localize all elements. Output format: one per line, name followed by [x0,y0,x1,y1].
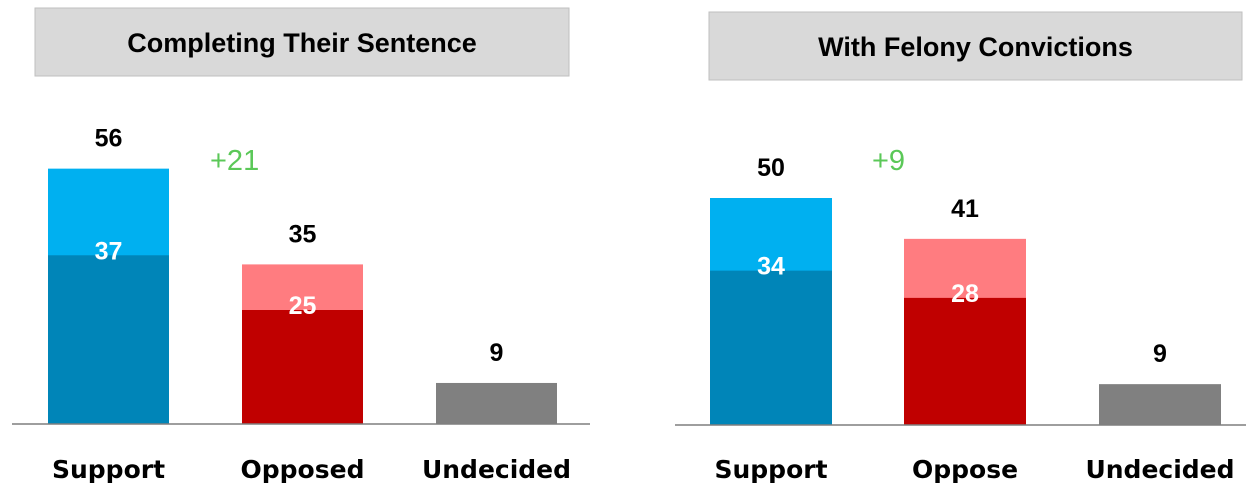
chart-2-label-total-undecided: 9 [1153,340,1167,368]
chart-1-margin-label: +21 [210,145,259,177]
chart-1-label-strong-opposed: 25 [289,292,317,320]
chart-2-category-support: Support [714,455,827,483]
chart-2-bar-total-undecided [1099,384,1221,425]
chart-1-label-strong-support: 37 [95,237,123,265]
chart-2-label-total-oppose: 41 [951,195,979,223]
chart-2-title: With Felony Convictions [818,32,1133,62]
chart-2-label-strong-oppose: 28 [951,280,979,308]
chart-1-label-total-opposed: 35 [289,220,317,248]
chart-1-category-support: Support [52,455,165,483]
chart-1-bar-total-undecided [436,382,557,424]
chart-2-bar-strong-oppose [904,297,1026,425]
chart-1-title: Completing Their Sentence [127,28,477,58]
chart-2-title-box [708,11,1243,81]
chart-1-category-opposed: Opposed [241,455,365,483]
chart-2-category-undecided: Undecided [1085,455,1234,483]
chart-1-bar-strong-opposed [242,310,363,424]
chart-1-label-total-support: 56 [95,125,123,153]
chart-2-margin-label: +9 [872,145,905,177]
chart-2-category-oppose: Oppose [912,455,1018,483]
chart-2-bar-strong-support [710,270,832,425]
chart-1-label-total-undecided: 9 [490,339,504,367]
chart-1-bar-strong-support [48,255,169,424]
chart-2-label-strong-support: 34 [757,253,785,281]
chart-1-category-undecided: Undecided [422,455,571,483]
chart-2-label-total-support: 50 [757,154,785,182]
chart-1-title-box [34,7,570,77]
